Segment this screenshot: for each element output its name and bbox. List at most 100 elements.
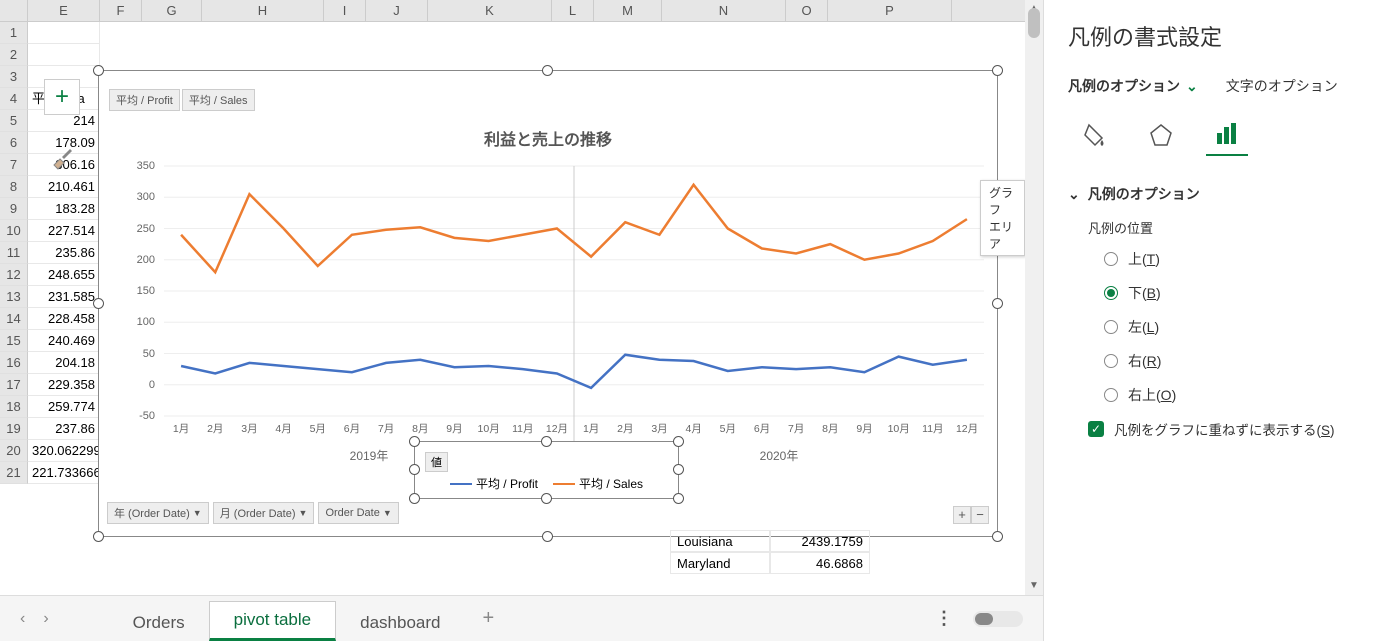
- column-header[interactable]: [0, 0, 28, 21]
- row-header[interactable]: 6: [0, 132, 28, 154]
- cell[interactable]: 235.86: [28, 242, 100, 264]
- tab-menu-icon[interactable]: ⋮: [935, 608, 953, 629]
- vertical-scrollbar[interactable]: ▲ ▼: [1025, 0, 1043, 595]
- column-header[interactable]: P: [828, 0, 952, 21]
- column-header[interactable]: O: [786, 0, 828, 21]
- resize-handle[interactable]: [673, 493, 684, 504]
- row-header[interactable]: 1: [0, 22, 28, 44]
- scroll-down-arrow[interactable]: ▼: [1025, 577, 1043, 595]
- radio-icon[interactable]: [1104, 388, 1118, 402]
- radio-icon[interactable]: [1104, 354, 1118, 368]
- radio-icon[interactable]: [1104, 320, 1118, 334]
- resize-handle[interactable]: [541, 493, 552, 504]
- column-header[interactable]: G: [142, 0, 202, 21]
- scroll-thumb[interactable]: [975, 613, 993, 625]
- row-header[interactable]: 14: [0, 308, 28, 330]
- horizontal-scrollbar[interactable]: [973, 611, 1023, 627]
- resize-handle[interactable]: [93, 65, 104, 76]
- resize-handle[interactable]: [93, 531, 104, 542]
- add-sheet-button[interactable]: +: [482, 607, 494, 630]
- field-button-profit[interactable]: 平均 / Profit: [109, 89, 180, 111]
- radio-icon[interactable]: [1104, 286, 1118, 300]
- cell[interactable]: 240.469: [28, 330, 100, 352]
- row-header[interactable]: 12: [0, 264, 28, 286]
- row-header[interactable]: 5: [0, 110, 28, 132]
- row-header[interactable]: 9: [0, 198, 28, 220]
- radio-icon[interactable]: [1104, 252, 1118, 266]
- cell[interactable]: 229.358: [28, 374, 100, 396]
- column-header[interactable]: J: [366, 0, 428, 21]
- chart-plot-area[interactable]: -50050100150200250300350 1月2月3月4月5月6月7月8…: [129, 166, 984, 416]
- legend-value-label[interactable]: 値: [425, 452, 448, 472]
- cell[interactable]: 231.585: [28, 286, 100, 308]
- legend-position-radio[interactable]: 下(B): [1104, 283, 1371, 303]
- column-header[interactable]: N: [662, 0, 786, 21]
- chart-title[interactable]: 利益と売上の推移: [99, 126, 997, 150]
- legend-position-radio[interactable]: 右(R): [1104, 351, 1371, 371]
- column-header[interactable]: M: [594, 0, 662, 21]
- resize-handle[interactable]: [541, 436, 552, 447]
- section-legend-options[interactable]: ⌄ 凡例のオプション: [1068, 184, 1371, 204]
- cell[interactable]: 183.28: [28, 198, 100, 220]
- pane-tab-text-options[interactable]: 文字のオプション: [1226, 76, 1338, 96]
- row-header[interactable]: 19: [0, 418, 28, 440]
- legend-options-icon[interactable]: [1206, 114, 1248, 156]
- resize-handle[interactable]: [673, 464, 684, 475]
- column-header[interactable]: H: [202, 0, 324, 21]
- row-header[interactable]: 4: [0, 88, 28, 110]
- row-header[interactable]: 18: [0, 396, 28, 418]
- resize-handle[interactable]: [542, 531, 553, 542]
- pane-tab-legend-options[interactable]: 凡例のオプション ⌄: [1068, 76, 1198, 96]
- cell[interactable]: 237.86: [28, 418, 100, 440]
- cell[interactable]: 248.655: [28, 264, 100, 286]
- cell[interactable]: 320.0622996: [28, 440, 100, 462]
- tab-prev-icon[interactable]: ‹: [20, 610, 25, 628]
- resize-handle[interactable]: [409, 436, 420, 447]
- scroll-thumb[interactable]: [1028, 8, 1040, 38]
- legend-item-profit[interactable]: 平均 / Profit: [450, 475, 538, 492]
- field-button-sales[interactable]: 平均 / Sales: [182, 89, 255, 111]
- chart-filter-button[interactable]: 年 (Order Date) ▼: [107, 502, 209, 524]
- cell[interactable]: [28, 44, 100, 66]
- sheet-tab[interactable]: pivot table: [209, 601, 337, 641]
- resize-handle[interactable]: [542, 65, 553, 76]
- row-header[interactable]: 16: [0, 352, 28, 374]
- effects-icon[interactable]: [1140, 114, 1182, 156]
- row-header[interactable]: 17: [0, 374, 28, 396]
- legend-position-radio[interactable]: 上(T): [1104, 249, 1371, 269]
- resize-handle[interactable]: [992, 531, 1003, 542]
- column-header[interactable]: F: [100, 0, 142, 21]
- cell[interactable]: [28, 22, 100, 44]
- resize-handle[interactable]: [409, 493, 420, 504]
- collapse-button[interactable]: −: [971, 506, 989, 524]
- legend-item-sales[interactable]: 平均 / Sales: [553, 475, 643, 492]
- checkbox-checked-icon[interactable]: ✓: [1088, 421, 1104, 437]
- cell[interactable]: 210.461: [28, 176, 100, 198]
- row-header[interactable]: 20: [0, 440, 28, 462]
- sheet-tab[interactable]: dashboard: [336, 605, 464, 641]
- column-header[interactable]: E: [28, 0, 100, 21]
- chart-legend[interactable]: 値 平均 / Profit 平均 / Sales: [414, 441, 679, 499]
- row-header[interactable]: 21: [0, 462, 28, 484]
- row-header[interactable]: 8: [0, 176, 28, 198]
- tab-next-icon[interactable]: ›: [43, 610, 48, 628]
- chart-styles-button[interactable]: [44, 141, 80, 177]
- resize-handle[interactable]: [409, 464, 420, 475]
- cell[interactable]: 221.7336661: [28, 462, 100, 484]
- cell[interactable]: 228.458: [28, 308, 100, 330]
- resize-handle[interactable]: [673, 436, 684, 447]
- chart-object[interactable]: + 平均 / Profit 平均 / Sales 利益と売上の推移 -50050…: [98, 70, 998, 537]
- row-header[interactable]: 13: [0, 286, 28, 308]
- resize-handle[interactable]: [93, 298, 104, 309]
- resize-handle[interactable]: [992, 65, 1003, 76]
- row-header[interactable]: 2: [0, 44, 28, 66]
- row-header[interactable]: 3: [0, 66, 28, 88]
- row-header[interactable]: 11: [0, 242, 28, 264]
- cell[interactable]: 227.514: [28, 220, 100, 242]
- column-header[interactable]: K: [428, 0, 552, 21]
- fill-line-icon[interactable]: [1074, 114, 1116, 156]
- row-header[interactable]: 15: [0, 330, 28, 352]
- legend-position-radio[interactable]: 左(L): [1104, 317, 1371, 337]
- column-header[interactable]: L: [552, 0, 594, 21]
- sheet-tab[interactable]: Orders: [109, 605, 209, 641]
